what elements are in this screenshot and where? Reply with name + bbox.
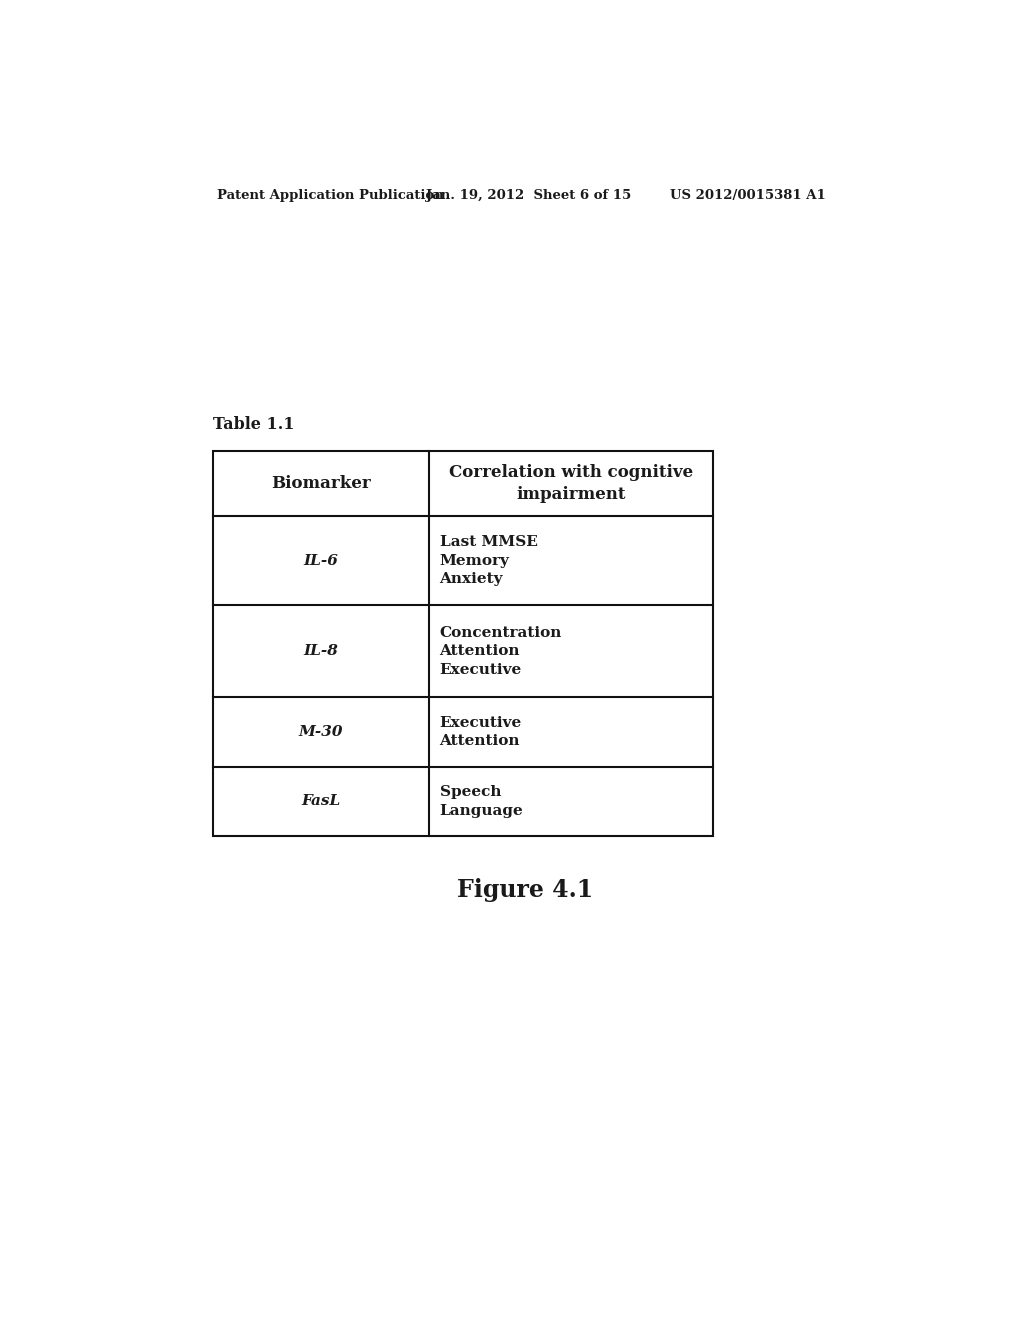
Text: Biomarker: Biomarker [271,475,371,492]
Text: IL-8: IL-8 [303,644,338,659]
Text: Executive
Attention: Executive Attention [439,715,522,748]
Text: Figure 4.1: Figure 4.1 [457,878,593,902]
Text: Jan. 19, 2012  Sheet 6 of 15: Jan. 19, 2012 Sheet 6 of 15 [426,189,632,202]
Bar [213,451,713,836]
Text: IL-6: IL-6 [303,553,338,568]
Text: Last MMSE
Memory
Anxiety: Last MMSE Memory Anxiety [439,536,538,586]
Text: Correlation with cognitive
impairment: Correlation with cognitive impairment [449,465,693,503]
Text: Speech
Language: Speech Language [439,785,523,817]
Text: M-30: M-30 [299,725,343,739]
Text: Patent Application Publication: Patent Application Publication [217,189,443,202]
Text: FasL: FasL [301,795,341,808]
Text: US 2012/0015381 A1: US 2012/0015381 A1 [671,189,826,202]
Text: Table 1.1: Table 1.1 [213,416,295,433]
Text: Concentration
Attention
Executive: Concentration Attention Executive [439,626,562,677]
